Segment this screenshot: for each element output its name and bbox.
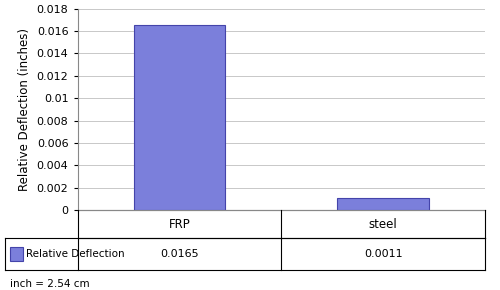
Text: 0.0165: 0.0165: [160, 249, 198, 259]
Y-axis label: Relative Deflection (inches): Relative Deflection (inches): [18, 28, 31, 191]
Text: steel: steel: [369, 218, 398, 231]
Text: FRP: FRP: [168, 218, 190, 231]
Bar: [338, 198, 429, 210]
Text: Relative Deflection: Relative Deflection: [26, 249, 125, 259]
Bar: [134, 26, 225, 210]
Text: 0.0011: 0.0011: [364, 249, 403, 259]
Text: inch = 2.54 cm: inch = 2.54 cm: [10, 279, 90, 289]
